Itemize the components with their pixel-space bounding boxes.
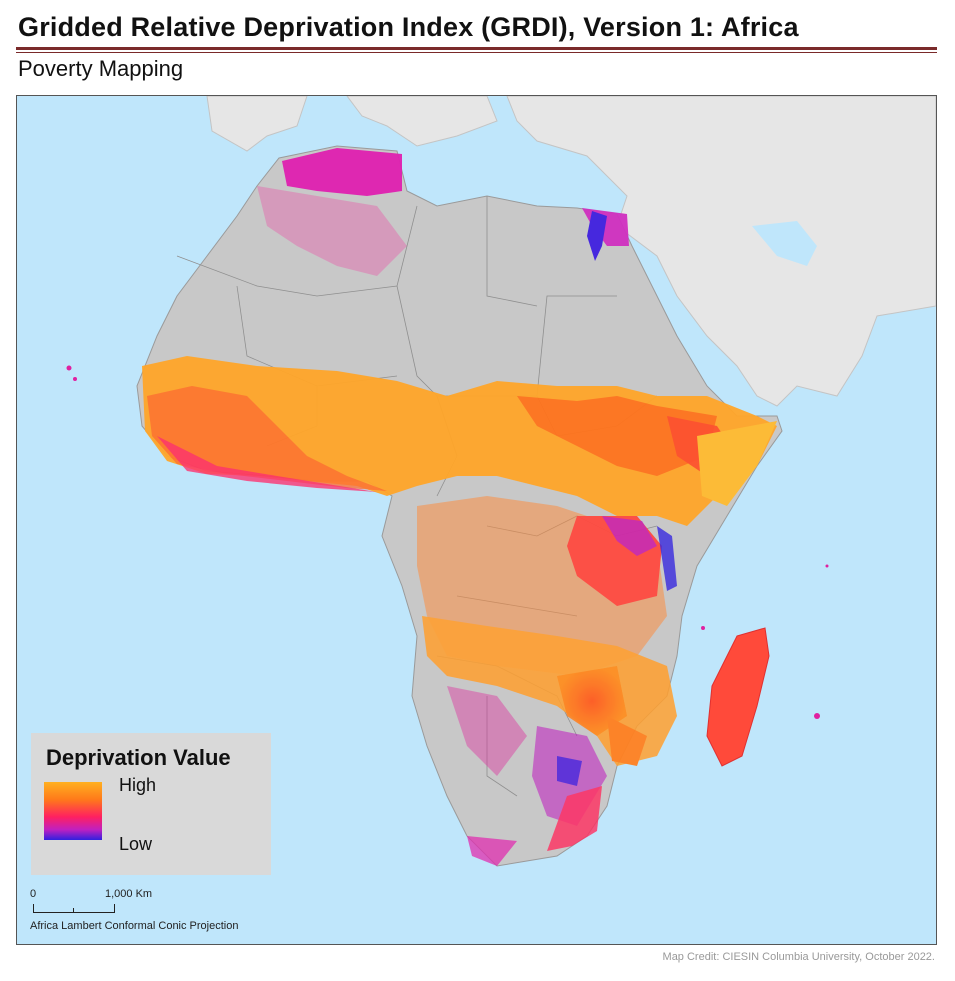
map-credit: Map Credit: CIESIN Columbia University, …: [662, 951, 935, 963]
legend-low-label: Low: [119, 834, 153, 854]
map-title: Gridded Relative Deprivation Index (GRDI…: [18, 12, 799, 42]
scale-start-label: 0: [30, 888, 37, 900]
legend-box: Deprivation Value High Low: [31, 733, 271, 875]
islands: [66, 365, 829, 719]
scale-bar-tick: [73, 908, 74, 912]
scale-end-label: 1,000 Km: [105, 888, 153, 900]
scale-bar: 0 1,000 Km Africa Lambert Conformal Coni…: [30, 888, 290, 938]
deprivation-overlay: [142, 148, 777, 866]
surrounding-land: [206, 96, 936, 407]
legend-high-label: High: [119, 775, 157, 795]
title-rule-thin: [16, 52, 937, 53]
map-subtitle: Poverty Mapping: [18, 56, 184, 81]
scale-bar-line: [33, 904, 115, 913]
legend-color-ramp: [44, 782, 102, 840]
legend-title: Deprivation Value: [46, 745, 231, 770]
title-rule: [16, 47, 937, 50]
projection-label: Africa Lambert Conformal Conic Projectio…: [30, 920, 239, 932]
